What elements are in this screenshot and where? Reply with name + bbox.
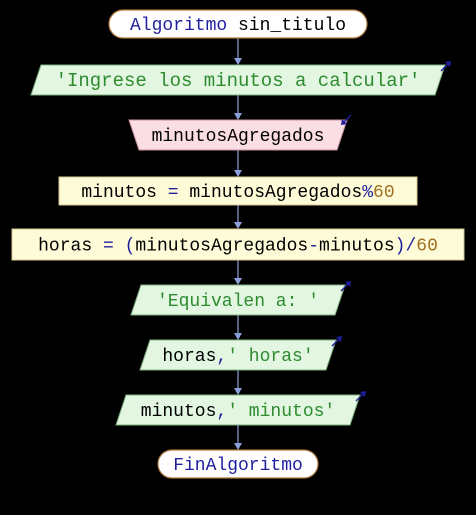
text-operator: = [168,183,179,203]
node-read-input: minutosAgregados [128,114,352,151]
text-keyword: FinAlgoritmo [173,456,303,476]
node-text: minutos = minutosAgregados%60 [81,183,394,203]
text-identifier: horas [162,347,216,367]
node-text: FinAlgoritmo [173,456,303,476]
text-identifier [114,236,125,256]
text-identifier: minutosAgregados [179,183,363,203]
output-shape [130,284,346,316]
node-write-minutes: minutos,' minutos' [115,391,366,426]
node-text: minutosAgregados [152,127,325,147]
output-arrowhead-icon [336,336,342,342]
text-operator: , [216,402,227,422]
output-arrowhead-icon [345,281,351,287]
output-shape [139,339,337,371]
output-arrowhead-icon [360,391,366,397]
connector-arrowhead [234,113,242,120]
terminal-shape [108,9,368,39]
connector-arrowhead [234,333,242,340]
text-operator: ) [395,236,406,256]
node-text: minutos,' minutos' [141,402,335,422]
text-identifier: minutos [141,402,217,422]
text-string: 'Equivalen a: ' [157,292,319,312]
text-operator: , [216,347,227,367]
node-text: 'Ingrese los minutos a calcular' [56,70,421,92]
node-write-prompt: 'Ingrese los minutos a calcular' [30,61,451,96]
output-shape [30,64,446,96]
node-write-equivalen: 'Equivalen a: ' [130,281,351,316]
node-assign-hours: horas = (minutosAgregados-minutos)/60 [11,228,465,261]
text-string: 'Ingrese los minutos a calcular' [56,70,421,92]
terminal-shape [157,449,319,479]
text-identifier: minutosAgregados [152,127,325,147]
text-string: ' minutos' [227,402,335,422]
node-text: 'Equivalen a: ' [157,292,319,312]
text-identifier: minutosAgregados [135,236,308,256]
node-end: FinAlgoritmo [157,449,319,479]
node-text: horas,' horas' [162,347,313,367]
assignment-shape [11,228,465,261]
text-operator: / [405,236,416,256]
text-operator: = [103,236,114,256]
output-shape [115,394,361,426]
text-identifier: minutos [319,236,395,256]
text-identifier: sin_titulo [227,16,346,36]
node-text: horas = (minutosAgregados-minutos)/60 [38,236,438,256]
text-keyword: Algoritmo [130,16,227,36]
input-arrowhead-icon [341,119,347,125]
node-text: Algoritmo sin_titulo [130,16,346,36]
connector-arrowhead [234,58,242,65]
node-start: Algoritmo sin_titulo [108,9,368,39]
output-arrowhead-icon [445,61,451,67]
text-identifier: horas [38,236,103,256]
connector-arrowhead [234,170,242,177]
node-assign-minutes: minutos = minutosAgregados%60 [58,176,418,206]
connector-arrowhead [234,443,242,450]
text-number: 60 [373,183,395,203]
text-identifier: minutos [81,183,167,203]
input-shape [128,119,348,151]
text-operator: % [362,183,373,203]
connector-arrowhead [234,222,242,229]
assignment-shape [58,176,418,206]
text-operator: ( [125,236,136,256]
connector-arrowhead [234,278,242,285]
text-string: ' horas' [227,347,313,367]
text-operator: - [308,236,319,256]
node-write-hours: horas,' horas' [139,336,342,371]
connector-arrowhead [234,388,242,395]
text-number: 60 [416,236,438,256]
